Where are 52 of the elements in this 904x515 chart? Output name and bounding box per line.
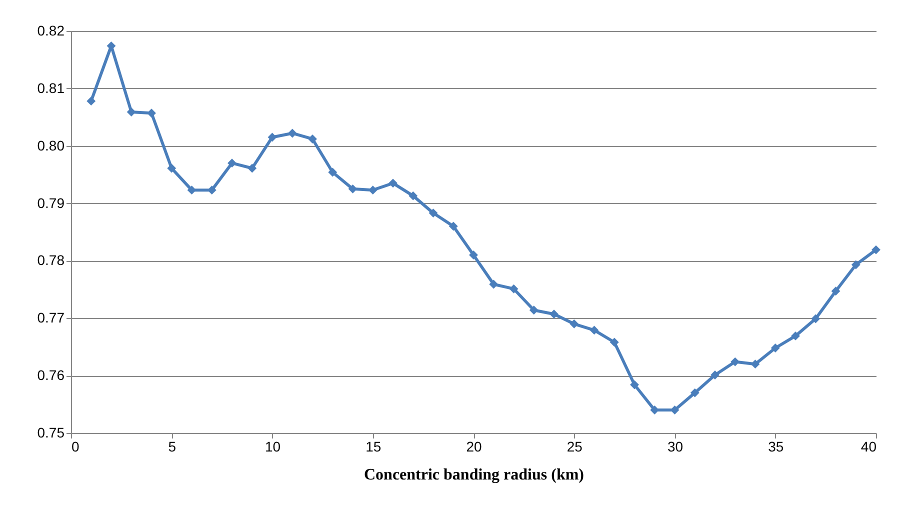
point — [489, 280, 498, 289]
point — [469, 250, 478, 260]
point — [570, 319, 579, 328]
point — [167, 164, 176, 173]
x-tick-label: 5 — [168, 438, 176, 454]
point — [811, 314, 820, 324]
point — [288, 128, 297, 138]
x-tick-label: 35 — [768, 438, 784, 454]
point — [529, 306, 538, 315]
y-tick-label: 0.81 — [37, 80, 65, 96]
point — [228, 158, 236, 168]
y-tick-label: 0.79 — [37, 194, 65, 211]
y-tick-label: 0.78 — [37, 252, 65, 268]
point — [248, 164, 257, 173]
x-tick-label: 25 — [566, 438, 583, 454]
point — [851, 260, 860, 270]
point — [690, 388, 700, 398]
x-tick-label: 15 — [366, 438, 382, 454]
point — [550, 310, 558, 319]
y-tick-label: 0.82 — [37, 22, 65, 38]
point — [509, 284, 518, 294]
point — [750, 360, 760, 369]
x-tick-label: 0 — [72, 438, 80, 454]
point — [348, 184, 358, 194]
point — [147, 108, 156, 118]
x-axis-title: Concentric banding radius (km) — [364, 466, 584, 484]
y-tick-label: 0.77 — [37, 310, 65, 326]
point — [730, 357, 740, 366]
point — [408, 191, 418, 200]
x-tick-label: 40 — [860, 438, 877, 454]
point — [308, 134, 317, 144]
y-tick-label: 0.80 — [37, 137, 65, 154]
point — [630, 380, 639, 390]
point — [126, 108, 136, 116]
point — [388, 178, 398, 188]
point — [448, 222, 458, 231]
point — [268, 132, 277, 142]
point — [428, 208, 438, 218]
point — [872, 245, 880, 254]
point — [770, 344, 780, 352]
point — [791, 331, 800, 340]
point — [710, 370, 720, 380]
point — [610, 338, 619, 347]
point — [590, 326, 599, 335]
x-tick-label: 10 — [264, 438, 281, 454]
point — [86, 96, 96, 106]
y-tick-label: 0.76 — [37, 367, 65, 384]
y-tick-label: 0.75 — [37, 424, 65, 440]
point — [831, 286, 840, 296]
x-tick-label: 30 — [667, 438, 684, 454]
point — [328, 168, 338, 177]
x-tick-label: 20 — [466, 438, 482, 454]
